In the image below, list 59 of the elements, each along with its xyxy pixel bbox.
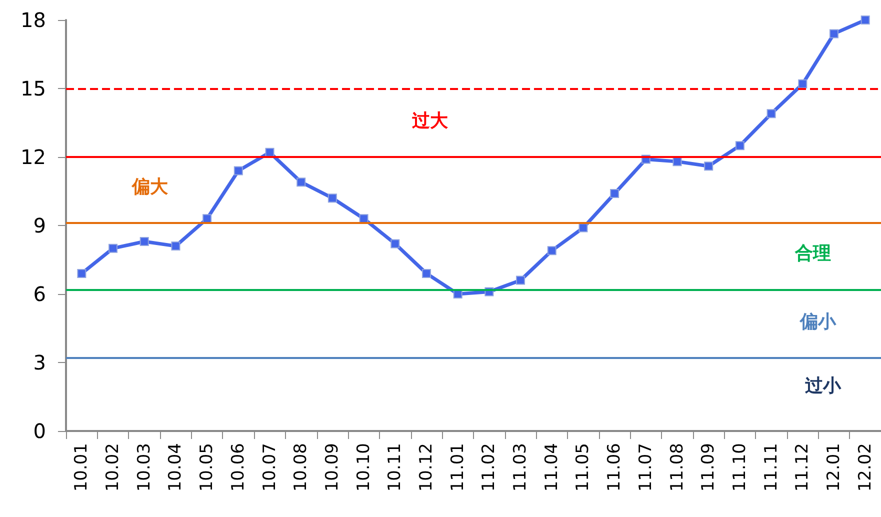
point	[547, 246, 556, 256]
x-tick-label: 10.05	[197, 443, 218, 492]
point	[422, 268, 431, 278]
x-tick-label: 10.04	[166, 443, 186, 492]
point	[265, 148, 274, 157]
x-tick-label: 11.12	[792, 443, 813, 492]
ref-line-label: 偏大	[131, 176, 169, 198]
annotation: 过小	[804, 376, 842, 396]
x-tick-label: 11.04	[542, 443, 562, 492]
x-tick-label: 11.11	[761, 443, 782, 492]
x-tick-label: 10.07	[260, 443, 280, 492]
ref-line-label: 合理	[794, 242, 831, 264]
point	[735, 141, 744, 150]
point	[140, 236, 149, 246]
point	[296, 178, 306, 187]
y-tick-label: 0	[33, 419, 46, 443]
ref-line-label: 偏小	[799, 311, 837, 332]
x-tick-label: 10.06	[228, 443, 248, 492]
x-tick-label: 11.07	[636, 443, 656, 492]
point	[798, 79, 808, 88]
point	[672, 157, 682, 166]
x-tick-label: 11.08	[667, 443, 688, 492]
y-tick-label: 12	[20, 145, 46, 169]
ref-line-label: 过大	[411, 110, 449, 132]
y-tick-label: 18	[20, 8, 46, 32]
point	[516, 276, 526, 285]
x-tick-label: 11.06	[604, 443, 625, 492]
y-tick-label: 9	[33, 214, 46, 238]
x-tick-label: 11.02	[479, 443, 500, 492]
point	[578, 223, 588, 232]
point	[860, 16, 870, 24]
point	[171, 242, 180, 251]
y-tick-label: 6	[33, 282, 46, 306]
point	[829, 29, 838, 38]
x-tick-label: 10.08	[291, 443, 312, 492]
y-tick-label: 15	[20, 76, 46, 100]
point	[704, 162, 714, 171]
y-tick-label: 3	[33, 350, 46, 374]
point	[234, 166, 243, 176]
x-tick-label: 11.05	[573, 443, 594, 492]
x-tick-label: 10.03	[134, 443, 154, 492]
x-tick-label: 10.02	[103, 443, 124, 492]
x-tick-label: 10.09	[322, 443, 342, 492]
x-tick-label: 10.11	[385, 443, 406, 492]
point	[328, 194, 337, 203]
point	[766, 109, 776, 118]
x-tick-label: 11.03	[510, 443, 531, 492]
x-tick-label: 10.10	[354, 443, 374, 492]
x-tick-label: 10.01	[72, 443, 92, 492]
point	[108, 244, 118, 253]
x-tick-label: 11.01	[448, 443, 468, 492]
x-tick-label: 11.10	[730, 443, 750, 492]
x-tick-label: 12.02	[855, 443, 876, 492]
point	[390, 239, 400, 248]
point	[610, 189, 620, 198]
x-tick-label: 12.01	[824, 443, 844, 492]
x-tick-label: 10.12	[416, 443, 436, 492]
point	[77, 268, 86, 278]
x-tick-label: 11.09	[698, 443, 719, 492]
